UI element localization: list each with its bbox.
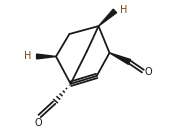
Text: O: O bbox=[145, 67, 152, 77]
Text: H: H bbox=[120, 5, 128, 15]
Polygon shape bbox=[109, 53, 131, 64]
Polygon shape bbox=[98, 9, 117, 26]
Text: O: O bbox=[35, 118, 42, 128]
Text: H: H bbox=[24, 51, 31, 62]
Polygon shape bbox=[37, 54, 56, 59]
